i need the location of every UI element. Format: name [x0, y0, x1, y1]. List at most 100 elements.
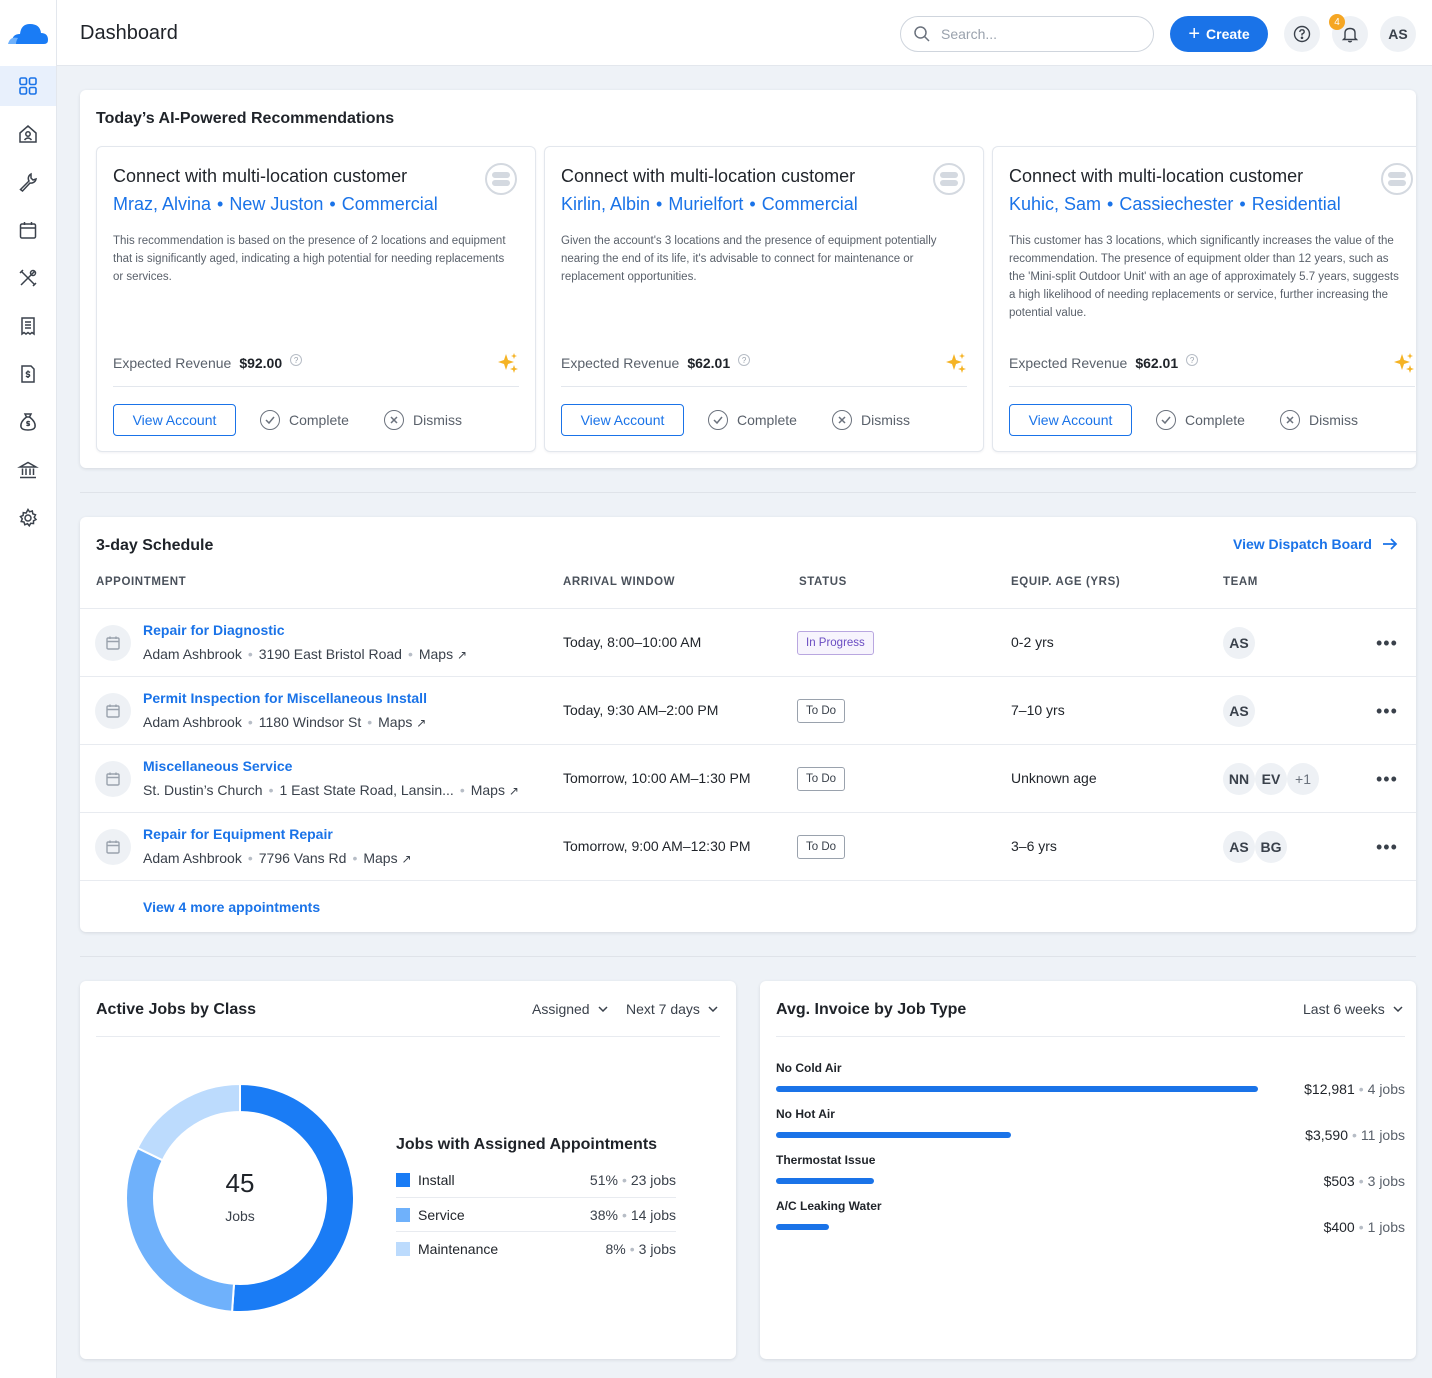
help-icon[interactable]: ? [290, 354, 303, 366]
nav-estimates[interactable] [0, 306, 56, 346]
help-icon[interactable]: ? [738, 354, 751, 366]
view-dispatch-board-link[interactable]: View Dispatch Board [1233, 536, 1398, 552]
view-account-button[interactable]: View Account [1009, 404, 1132, 436]
customer-name-link[interactable]: Mraz, Alvina [113, 194, 212, 214]
assigned-filter-dropdown[interactable]: Assigned [532, 1001, 608, 1017]
grid-icon [19, 77, 37, 95]
legend-item-service: Service 38% • 14 jobs [396, 1197, 676, 1231]
nav-invoices[interactable] [0, 354, 56, 394]
team-member-avatar[interactable]: AS [1223, 831, 1255, 863]
bar-label: Thermostat Issue [776, 1153, 876, 1167]
nav-jobs[interactable] [0, 162, 56, 202]
nav-bank[interactable] [0, 450, 56, 490]
separator-dot: • [749, 194, 756, 214]
search-input[interactable] [941, 26, 1131, 42]
company-logo[interactable] [8, 16, 50, 46]
nav-tools[interactable] [0, 258, 56, 298]
team-avatars: AS [1223, 695, 1255, 727]
legend-swatch [396, 1207, 410, 1222]
recommendation-customer-line: Kuhic, Sam • Cassiechester • Residential [1009, 194, 1341, 215]
dismiss-button[interactable]: Dismiss [1280, 410, 1358, 430]
appointment-details: Adam Ashbrook • 3190 East Bristol Road • Map… [143, 646, 467, 662]
customer-name-link[interactable]: Kirlin, Albin [561, 194, 651, 214]
complete-button[interactable]: Complete [260, 410, 349, 430]
separator-dot: • [1239, 194, 1246, 214]
equipment-age: Unknown age [1011, 770, 1097, 786]
notification-badge: 4 [1329, 14, 1345, 30]
separator-dot: • [621, 1172, 627, 1188]
external-link-icon: ↗ [416, 716, 427, 730]
chevron-down-icon [1393, 1006, 1403, 1012]
help-icon[interactable]: ? [1186, 354, 1199, 366]
dismiss-button[interactable]: Dismiss [832, 410, 910, 430]
more-options-icon[interactable]: ••• [1376, 837, 1398, 857]
appointment-title-link[interactable]: Repair for Equipment Repair [143, 826, 333, 842]
more-options-icon[interactable]: ••• [1376, 633, 1398, 653]
team-member-avatar[interactable]: EV [1255, 763, 1287, 795]
table-row[interactable]: Repair for Equipment Repair Adam Ashbroo… [80, 812, 1416, 880]
maps-link[interactable]: Maps ↗ [419, 646, 467, 662]
view-account-button[interactable]: View Account [561, 404, 684, 436]
ai-sparkle-icon [946, 353, 966, 373]
notifications-button[interactable]: 4 [1329, 14, 1368, 52]
more-options-icon[interactable]: ••• [1376, 769, 1398, 789]
recommendation-customer-line: Kirlin, Albin • Murielfort • Commercial [561, 194, 858, 215]
nav-settings[interactable] [0, 498, 56, 538]
customer-name-link[interactable]: Kuhic, Sam [1009, 194, 1102, 214]
legend-percent: 38% [589, 1206, 618, 1223]
nav-schedule[interactable] [0, 210, 56, 250]
customer-name: Adam Ashbrook [143, 646, 242, 662]
view-account-button[interactable]: View Account [113, 404, 236, 436]
appointment-title-link[interactable]: Permit Inspection for Miscellaneous Inst… [143, 690, 427, 706]
appointment-title-link[interactable]: Repair for Diagnostic [143, 622, 285, 638]
money-bag-icon [20, 413, 36, 431]
complete-button[interactable]: Complete [708, 410, 797, 430]
team-member-avatar[interactable]: +1 [1287, 763, 1319, 795]
maps-link[interactable]: Maps ↗ [471, 782, 519, 798]
separator-dot: • [367, 714, 373, 730]
legend-item-maintenance: Maintenance 8% • 3 jobs [396, 1231, 676, 1265]
team-member-avatar[interactable]: BG [1255, 831, 1287, 863]
separator-dot: • [407, 646, 413, 662]
maps-link[interactable]: Maps ↗ [378, 714, 426, 730]
team-member-avatar[interactable]: NN [1223, 763, 1255, 795]
date-range-dropdown[interactable]: Next 7 days [626, 1001, 718, 1017]
customer-segment: Commercial [341, 194, 438, 214]
separator-dot: • [268, 782, 274, 798]
team-member-avatar[interactable]: AS [1223, 627, 1255, 659]
top-header: Dashboard + Create 4 AS [57, 0, 1432, 66]
expected-revenue: Expected Revenue $62.01 ? [1009, 354, 1199, 371]
create-button[interactable]: + Create [1170, 16, 1268, 52]
help-button[interactable] [1284, 16, 1320, 52]
donut-slice-maintenance[interactable] [136, 1082, 241, 1162]
avg-invoice-title: Avg. Invoice by Job Type [776, 1001, 967, 1018]
separator-dot: • [1358, 1081, 1364, 1097]
appointment-title-link[interactable]: Miscellaneous Service [143, 758, 293, 774]
invoice-job-count: 4 jobs [1367, 1081, 1405, 1097]
x-circle-icon [832, 410, 852, 430]
dismiss-button[interactable]: Dismiss [384, 410, 462, 430]
view-more-appointments-link[interactable]: View 4 more appointments [143, 899, 321, 915]
search-box[interactable] [900, 16, 1154, 52]
team-member-avatar[interactable]: AS [1223, 695, 1255, 727]
donut-total-value: 45 [225, 1168, 255, 1198]
user-avatar[interactable]: AS [1380, 16, 1416, 52]
donut-slice-install[interactable] [230, 1082, 355, 1313]
table-row[interactable]: Miscellaneous Service St. Dustin’s Churc… [80, 744, 1416, 812]
nav-payments[interactable] [0, 402, 56, 442]
maps-label: Maps [363, 850, 398, 866]
complete-label: Complete [289, 412, 349, 428]
legend-job-count: 14 jobs [630, 1206, 676, 1223]
legend-percent: 51% [589, 1172, 618, 1188]
period-filter-dropdown[interactable]: Last 6 weeks [1303, 1001, 1403, 1017]
expected-revenue: Expected Revenue $62.01 ? [561, 354, 751, 371]
table-row[interactable]: Repair for Diagnostic Adam Ashbrook • 3190… [80, 608, 1416, 676]
more-options-icon[interactable]: ••• [1376, 701, 1398, 721]
complete-button[interactable]: Complete [1156, 410, 1245, 430]
maps-link[interactable]: Maps ↗ [363, 850, 411, 866]
donut-total-label: Jobs [225, 1208, 255, 1224]
appointment-address: 1180 Windsor St [258, 714, 362, 730]
table-row[interactable]: Permit Inspection for Miscellaneous Inst… [80, 676, 1416, 744]
nav-customers[interactable] [0, 114, 56, 154]
nav-dashboard[interactable] [0, 66, 56, 106]
